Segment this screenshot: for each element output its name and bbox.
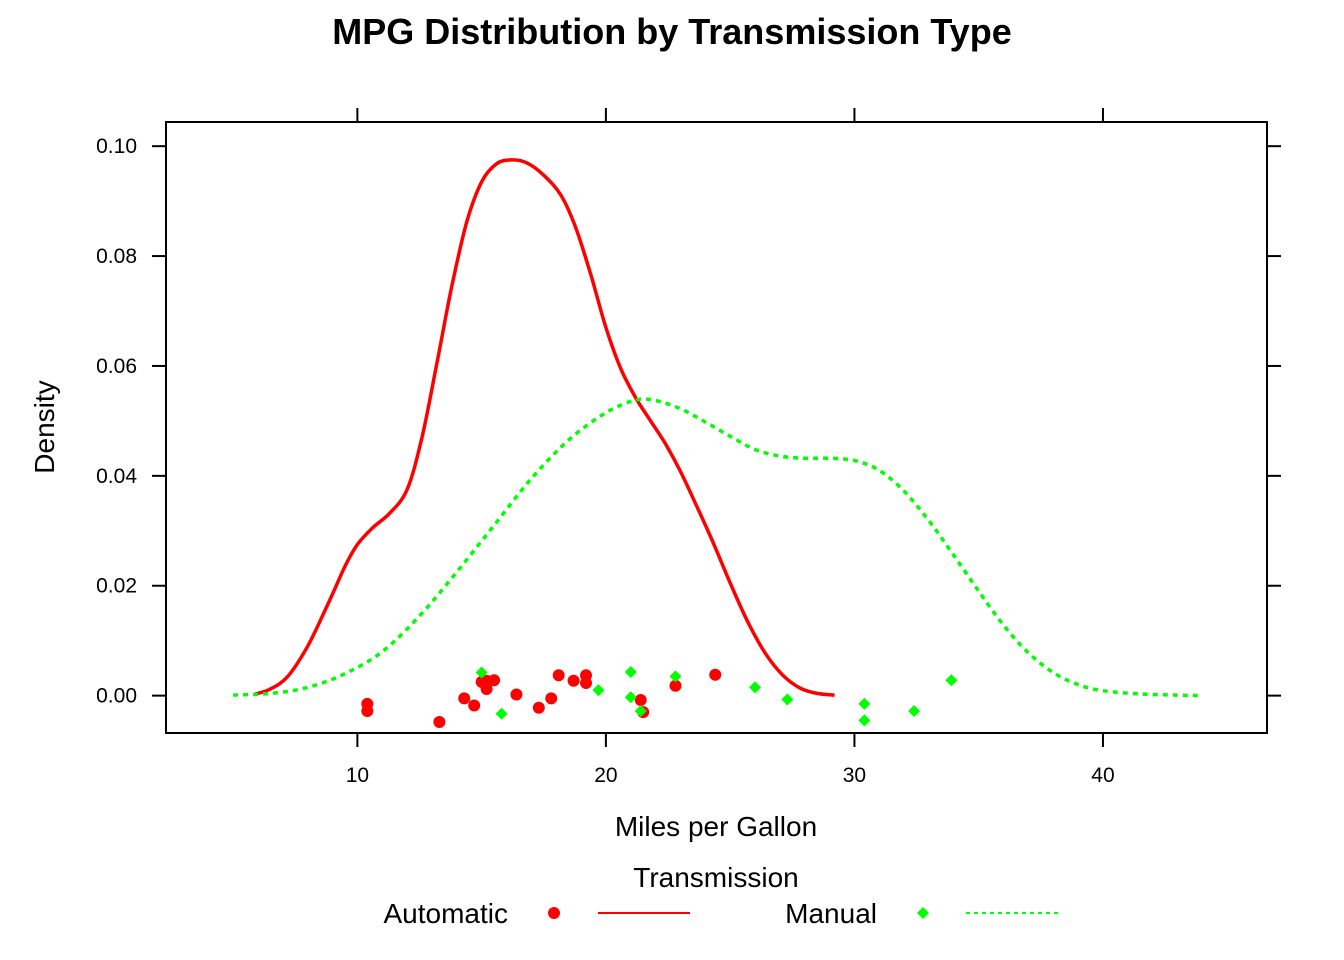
manual-point — [495, 707, 508, 720]
manual-point — [634, 705, 647, 718]
plot-content — [233, 158, 1203, 729]
legend-item-manual: Manual — [785, 898, 1060, 929]
legend-title: Transmission — [633, 862, 798, 893]
manual-point — [475, 666, 488, 679]
manual-point — [624, 691, 637, 704]
manual-point — [858, 714, 871, 727]
x-tick-label: 20 — [594, 764, 617, 787]
manual-point — [945, 674, 958, 687]
legend-label-automatic: Automatic — [384, 898, 509, 929]
automatic-point — [580, 669, 593, 682]
automatic-series — [254, 158, 835, 729]
legend-label-manual: Manual — [785, 898, 877, 929]
automatic-point — [361, 705, 374, 718]
y-axis-label: Density — [29, 380, 60, 473]
manual-series — [233, 397, 1203, 727]
x-tick-label: 10 — [346, 764, 369, 787]
legend-marker-manual — [917, 907, 929, 919]
legend-marker-automatic — [548, 907, 560, 919]
y-tick-label: 0.08 — [96, 245, 137, 268]
automatic-point — [458, 692, 471, 705]
manual-point — [624, 666, 637, 679]
x-tick-label: 40 — [1091, 764, 1114, 787]
legend-item-automatic: Automatic — [384, 898, 690, 929]
x-axis-label: Miles per Gallon — [615, 811, 817, 842]
automatic-point — [532, 701, 545, 714]
automatic-point — [510, 688, 523, 701]
manual-point — [781, 693, 794, 706]
manual-point — [749, 681, 762, 694]
plot-frame — [165, 121, 1268, 734]
manual-point — [669, 670, 682, 683]
automatic-point — [634, 694, 647, 707]
automatic-point — [669, 679, 682, 692]
automatic-point — [480, 683, 493, 696]
y-tick-label: 0.06 — [96, 355, 137, 378]
axis-ticks: 10 20 30 40 0.00 0.02 0.04 0.06 0.08 0.10 — [96, 108, 1281, 787]
manual-point — [858, 697, 871, 710]
automatic-point — [488, 674, 501, 687]
legend: Automatic Manual — [384, 898, 1060, 929]
automatic-density-curve — [254, 158, 835, 697]
automatic-point — [567, 674, 580, 687]
y-tick-label: 0.04 — [96, 465, 137, 488]
chart-title: MPG Distribution by Transmission Type — [332, 11, 1011, 52]
manual-density-curve — [233, 397, 1203, 698]
y-tick-label: 0.00 — [96, 685, 137, 708]
automatic-point — [552, 669, 565, 682]
automatic-point — [709, 668, 722, 681]
automatic-point — [468, 699, 481, 712]
y-tick-label: 0.02 — [96, 575, 137, 598]
manual-point — [908, 705, 921, 718]
y-tick-label: 0.10 — [96, 135, 137, 158]
automatic-point — [545, 692, 558, 705]
x-tick-label: 30 — [843, 764, 866, 787]
manual-point — [592, 684, 605, 697]
automatic-point — [433, 716, 446, 729]
